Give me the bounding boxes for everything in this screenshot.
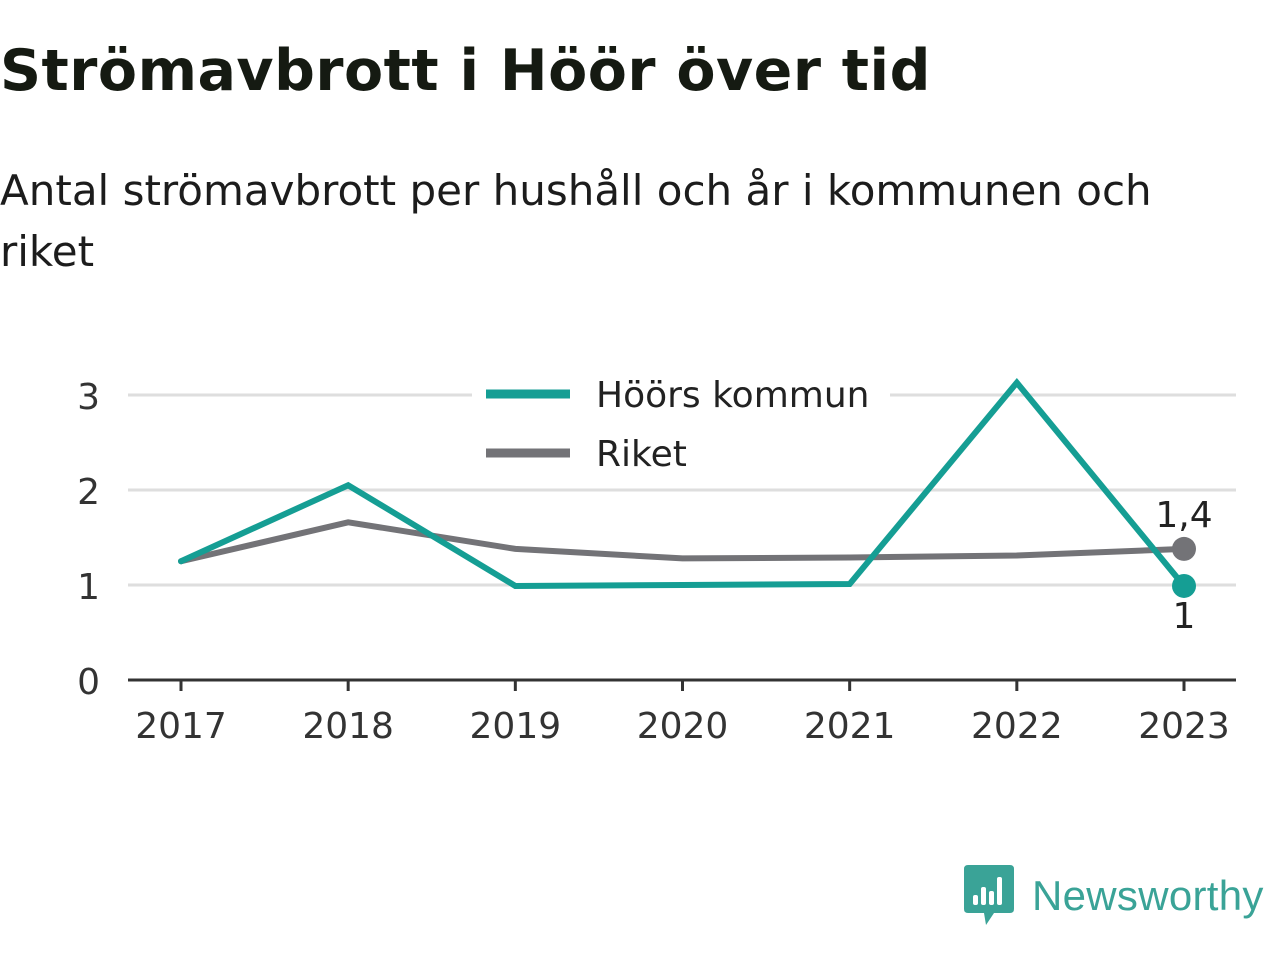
chart-subtitle: Antal strömavbrott per hushåll och år i … xyxy=(0,166,1152,276)
series-end-point xyxy=(1172,573,1196,598)
x-tick-label: 2018 xyxy=(302,706,394,747)
y-tick-label: 0 xyxy=(77,662,100,703)
x-tick-label: 2019 xyxy=(470,706,562,747)
series-line-riket xyxy=(178,519,1187,565)
legend-box xyxy=(472,366,890,488)
series-line-hoors-kommun xyxy=(178,377,1187,589)
series-end-point xyxy=(1172,536,1196,561)
brand-name: Newsworthy xyxy=(1032,872,1264,919)
data-label: 1 xyxy=(1173,596,1196,637)
x-tick-label: 2023 xyxy=(1138,706,1230,747)
x-tick-label: 2017 xyxy=(135,706,227,747)
data-label: 1,4 xyxy=(1155,495,1212,536)
x-tick-label: 2021 xyxy=(804,706,896,747)
legend-label: Höörs kommun xyxy=(596,375,869,416)
newsworthy-logo: Newsworthy xyxy=(964,864,1264,928)
chart-title: Strömavbrott i Höör över tid xyxy=(0,38,931,104)
legend-label: Riket xyxy=(596,434,687,475)
x-tick-label: 2022 xyxy=(971,706,1063,747)
y-tick-label: 1 xyxy=(77,567,100,608)
y-tick-label: 2 xyxy=(77,472,100,513)
newsworthy-icon xyxy=(964,865,1014,925)
x-tick-label: 2020 xyxy=(637,706,729,747)
y-tick-label: 3 xyxy=(77,377,100,418)
line-chart: 0 1 2 3 2017 2018 2019 2020 2021 2022 2023 1 1,4 Höör… xyxy=(77,366,1236,747)
